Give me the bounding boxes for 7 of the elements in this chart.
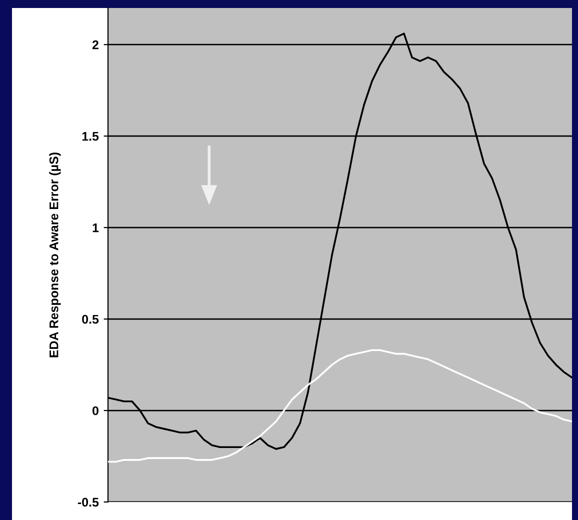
y-tick-label: -0.5 bbox=[78, 498, 99, 507]
y-tick-label: 1.5 bbox=[82, 132, 99, 141]
y-tick-label: 0.5 bbox=[82, 314, 99, 324]
y-axis-title: EDA Response to Aware Error (µS) bbox=[49, 152, 61, 358]
y-tick-label: 2 bbox=[92, 40, 98, 50]
y-tick-label: 1 bbox=[92, 223, 99, 232]
y-tick-label: 0 bbox=[92, 406, 98, 416]
